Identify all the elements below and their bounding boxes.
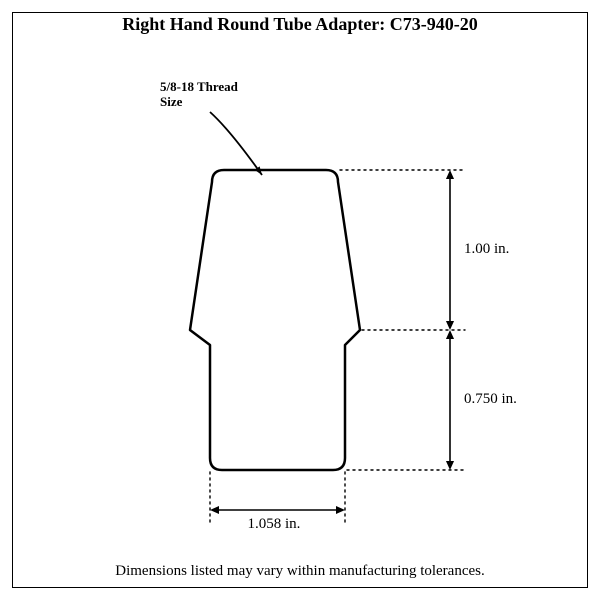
footnote: Dimensions listed may vary within manufa… [0,563,600,580]
technical-drawing [0,0,600,600]
